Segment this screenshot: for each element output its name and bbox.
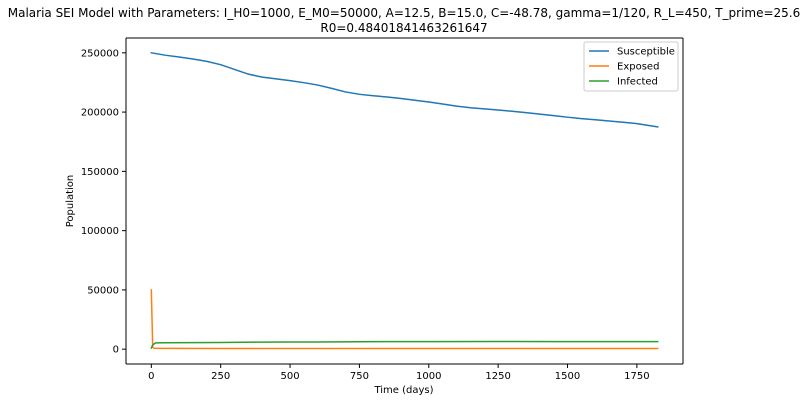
x-tick-label: 1250: [485, 371, 510, 382]
x-tick-label: 500: [281, 371, 300, 382]
chart-subtitle: R0=0.48401841463261647: [320, 21, 487, 35]
x-axis-label: Time (days): [373, 385, 433, 396]
y-tick-label: 50000: [87, 285, 119, 296]
x-tick-label: 750: [350, 371, 369, 382]
legend-items: Susceptible Exposed Infected: [589, 47, 675, 88]
chart-title: Malaria SEI Model with Parameters: I_H0=…: [8, 6, 801, 20]
legend-label-infected: Infected: [617, 77, 658, 88]
series-line-infected: [150, 340, 659, 349]
plot-frame: [125, 37, 684, 365]
legend-box: [583, 41, 679, 92]
legend-label-exposed: Exposed: [617, 62, 659, 73]
y-tick-label: 250000: [81, 48, 119, 59]
x-axis-ticks: 0 250 500 750 1000 1250 1500 1750: [148, 364, 650, 382]
y-tick-label: 100000: [81, 226, 119, 237]
legend: Susceptible Exposed Infected: [583, 41, 679, 92]
y-tick-label: 200000: [81, 108, 119, 119]
series-line-susceptible: [150, 51, 659, 128]
y-axis-ticks: 0 50000 100000 150000 200000 250000: [81, 48, 126, 356]
y-tick-label: 150000: [81, 167, 119, 178]
y-tick-label: 0: [113, 345, 119, 356]
x-tick-label: 1750: [624, 371, 649, 382]
x-tick-label: 250: [211, 371, 230, 382]
plot-area: [126, 38, 683, 364]
legend-label-susceptible: Susceptible: [617, 47, 675, 58]
y-axis-label: Population: [65, 175, 76, 228]
x-tick-label: 1000: [416, 371, 441, 382]
series-line-exposed: [150, 289, 659, 350]
series-layer: [150, 51, 659, 350]
x-tick-label: 1500: [555, 371, 580, 382]
x-tick-label: 0: [148, 371, 154, 382]
